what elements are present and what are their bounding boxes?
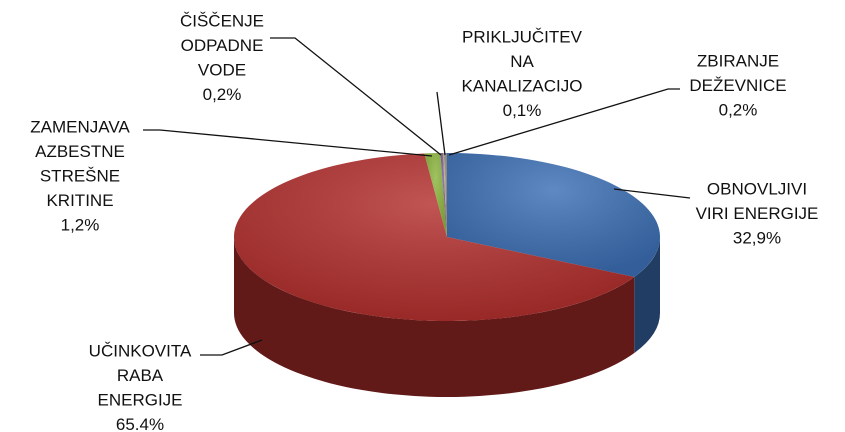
- value-label: 0,2%: [203, 85, 242, 104]
- category-label: ZBIRANJE: [697, 51, 779, 70]
- category-label: ENERGIJE: [97, 390, 182, 409]
- category-label: ČIŠČENJE: [180, 11, 264, 30]
- value-label: 0,1%: [503, 101, 542, 120]
- category-label: OBNOVLJIVI: [707, 179, 807, 198]
- value-label: 0,2%: [719, 100, 758, 119]
- leader-line: [613, 188, 691, 199]
- category-label: NA: [510, 52, 534, 71]
- slice-shade: [440, 153, 447, 237]
- leader-line: [436, 91, 446, 156]
- category-label: DEŽEVNICE: [689, 76, 786, 95]
- category-label: RABA: [117, 366, 164, 385]
- slice-shade: [444, 153, 447, 237]
- slice-shade: [234, 153, 635, 321]
- category-label: VODE: [198, 60, 246, 79]
- category-label: AZBESTNE: [35, 142, 125, 161]
- leader-line: [448, 88, 680, 156]
- slice-shade: [424, 153, 447, 237]
- slice-side: [234, 237, 635, 398]
- slice-side: [634, 237, 660, 354]
- category-label: STREŠNE: [40, 166, 120, 185]
- category-label: ZAMENJAVA: [30, 117, 130, 136]
- category-label: KANALIZACIJO: [462, 76, 583, 95]
- category-label: UČINKOVITA: [89, 341, 192, 360]
- slice-shade: [447, 153, 660, 278]
- category-label: VIRI ENERGIJE: [696, 204, 819, 223]
- value-label: 65.4%: [116, 415, 164, 432]
- leader-line: [200, 339, 263, 356]
- category-label: ODPADNE: [181, 36, 264, 55]
- leader-line: [270, 37, 442, 156]
- category-label: KRITINE: [46, 191, 113, 210]
- value-label: 1,2%: [61, 215, 100, 234]
- slice-shade: [442, 153, 447, 237]
- category-label: PRIKLJUČITEV: [462, 27, 583, 46]
- value-label: 32,9%: [733, 228, 781, 247]
- leader-line: [143, 129, 433, 157]
